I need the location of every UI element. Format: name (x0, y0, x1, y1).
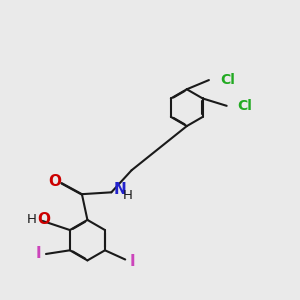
Text: I: I (36, 247, 41, 262)
Text: H: H (27, 212, 37, 226)
Text: Cl: Cl (238, 99, 253, 113)
Text: H: H (123, 189, 133, 202)
Text: O: O (38, 212, 51, 226)
Text: O: O (49, 174, 62, 189)
Text: Cl: Cl (220, 73, 235, 87)
Text: N: N (113, 182, 126, 197)
Text: I: I (130, 254, 135, 269)
